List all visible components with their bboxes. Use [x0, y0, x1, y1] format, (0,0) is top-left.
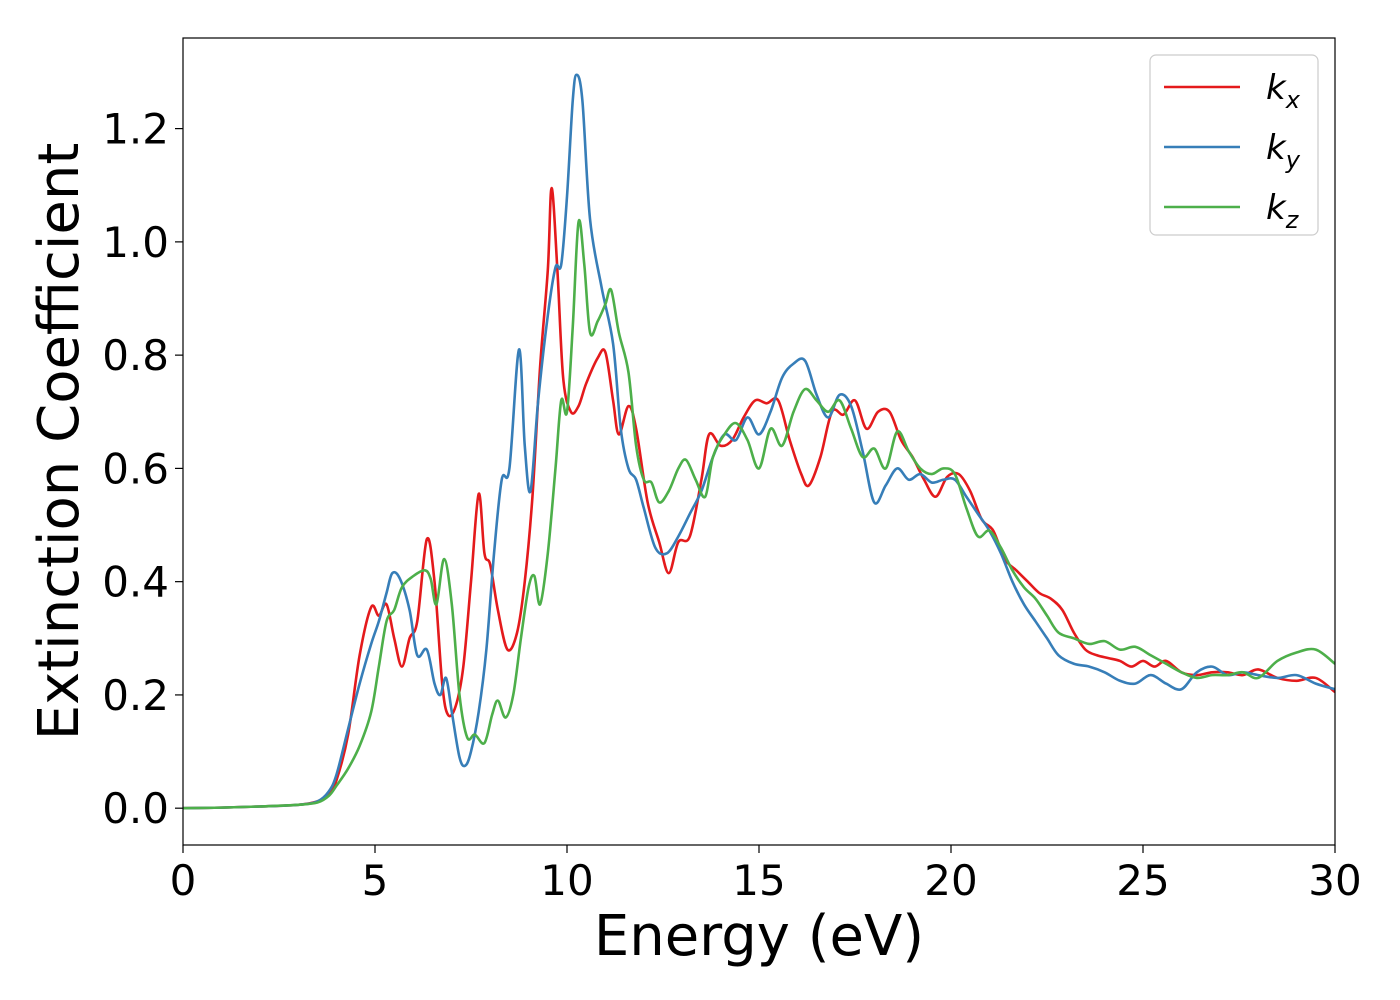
y-tick-label: 0.6	[102, 444, 169, 493]
y-axis-ticks: 0.0 0.2 0.4 0.6 0.8 1.0 1.2	[102, 105, 183, 833]
legend-label-kz: kz	[1266, 188, 1300, 234]
legend-label-kx: kx	[1266, 68, 1301, 114]
y-tick-label: 0.4	[102, 558, 169, 607]
y-tick-label: 0.0	[102, 784, 169, 833]
x-tick-label: 0	[170, 856, 197, 905]
x-tick-label: 20	[924, 856, 977, 905]
y-tick-label: 1.0	[102, 218, 169, 267]
x-axis-ticks: 0 5 10 15 20 25 30	[170, 845, 1362, 905]
legend-label-subscript: z	[1285, 206, 1300, 234]
legend-label-subscript: x	[1285, 86, 1301, 114]
y-tick-label: 1.2	[102, 105, 169, 154]
legend-label-base: k	[1266, 128, 1287, 168]
legend-label-subscript: y	[1285, 146, 1301, 174]
y-tick-label: 0.2	[102, 671, 169, 720]
x-tick-label: 25	[1116, 856, 1169, 905]
x-tick-label: 10	[540, 856, 593, 905]
x-tick-label: 5	[362, 856, 389, 905]
x-axis-label: Energy (eV)	[594, 904, 924, 969]
legend-label-ky: ky	[1266, 128, 1301, 174]
y-tick-label: 0.8	[102, 331, 169, 380]
series-line-kz	[183, 218, 1335, 810]
series-line-kx	[183, 186, 1335, 810]
x-tick-label: 15	[732, 856, 785, 905]
series-group	[183, 73, 1335, 810]
legend-label-base: k	[1266, 68, 1287, 108]
x-tick-label: 30	[1308, 856, 1361, 905]
legend-box	[1149, 54, 1319, 236]
legend-label-base: k	[1266, 188, 1287, 228]
y-axis-label: Extinction Coefficient	[27, 143, 92, 741]
series-line-ky	[183, 73, 1335, 810]
